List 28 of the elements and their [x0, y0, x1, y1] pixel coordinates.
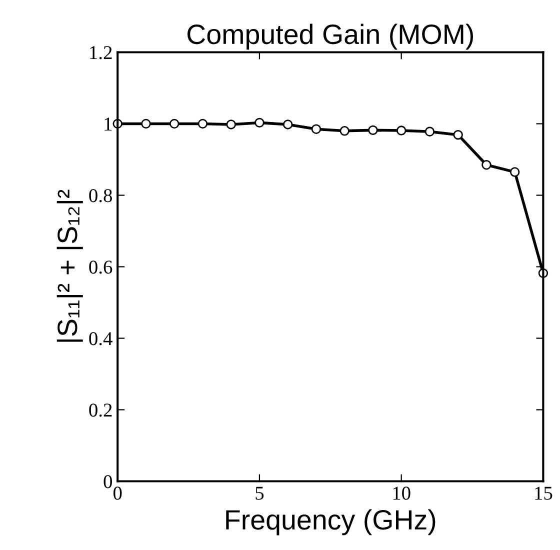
point	[453, 130, 463, 140]
point	[368, 125, 378, 136]
x-tick-label: 15	[535, 486, 552, 500]
point	[396, 126, 406, 136]
x-tick-label: 5	[256, 486, 264, 500]
point	[510, 167, 520, 177]
point	[482, 160, 492, 170]
y-tick-label: 0.6	[89, 260, 112, 274]
chart-title: Computed Gain (MOM)	[187, 24, 474, 50]
y-tick-label: 0.2	[89, 404, 112, 417]
point	[340, 126, 350, 136]
y-tick-label: 0	[104, 475, 112, 488]
x-tick-label: 10	[393, 486, 410, 500]
y-tick-label: 0.4	[89, 332, 112, 346]
point	[254, 118, 264, 128]
x-tick-label: 0	[113, 486, 122, 500]
y-axis-title: |S₁₁|² + |S₁₂|²	[56, 190, 83, 342]
y-tick-label: 1	[104, 118, 112, 130]
point	[141, 118, 151, 129]
y-tick-label: 1.2	[90, 46, 112, 60]
point	[226, 120, 236, 130]
point	[169, 118, 180, 129]
point	[282, 120, 293, 130]
y-tick-label: 0.8	[89, 189, 112, 202]
point	[311, 124, 322, 134]
point	[424, 126, 435, 136]
point	[198, 118, 208, 129]
x-axis-title: Frequency (GHz)	[226, 509, 436, 536]
